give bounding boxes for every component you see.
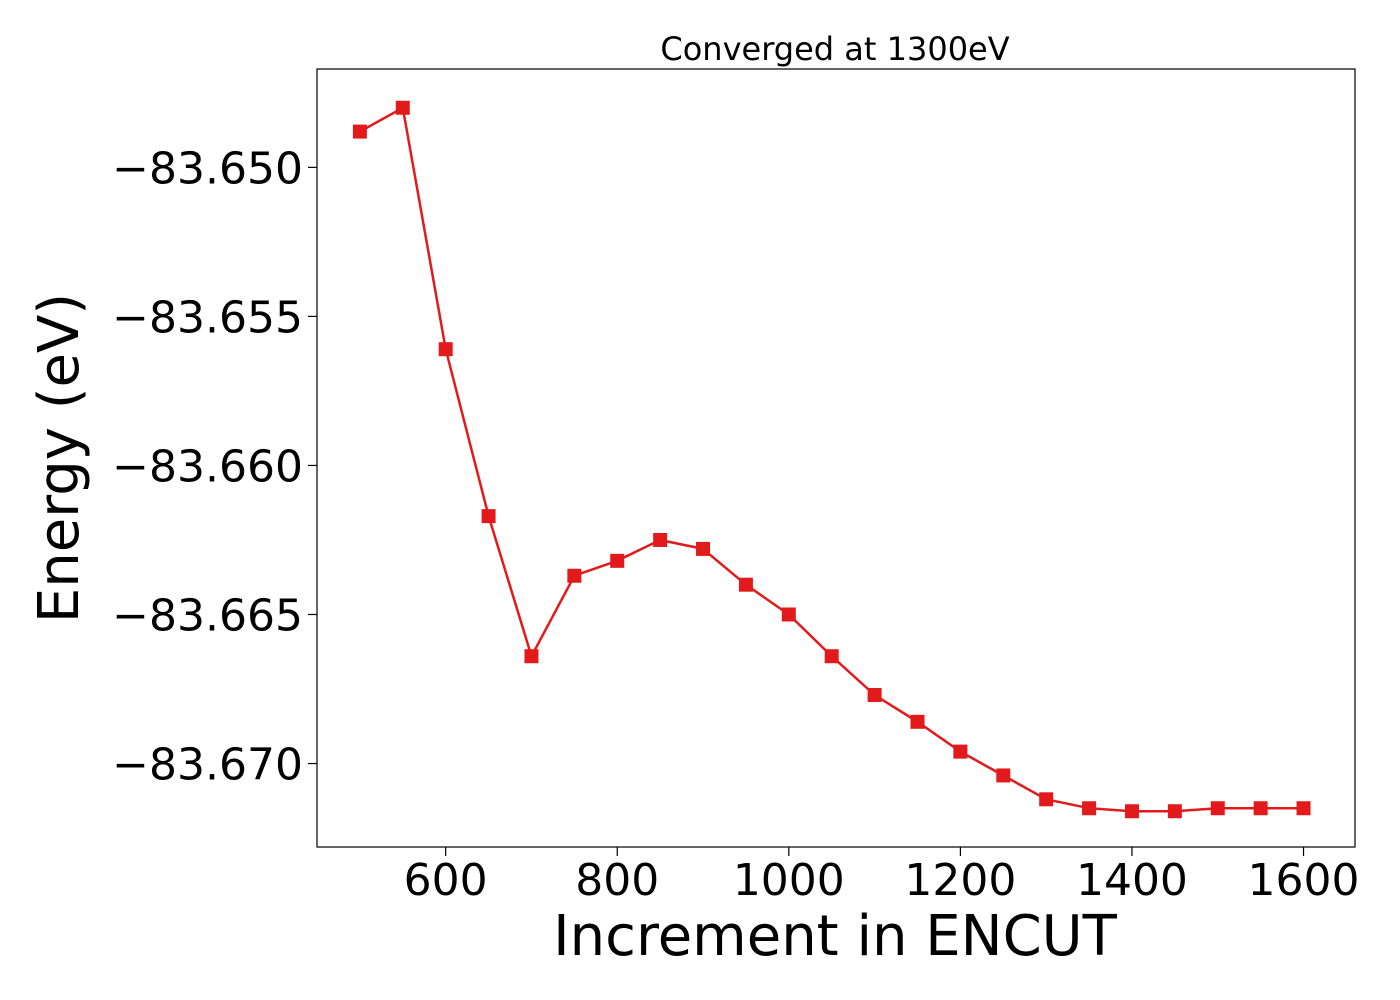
x-axis: 600 800 1000 1200 1400 1600: [404, 847, 1360, 906]
y-axis: −83.650 −83.655 −83.660 −83.665 −83.670: [112, 143, 317, 791]
data-point-marker: [1167, 804, 1182, 819]
data-point-marker: [524, 649, 539, 664]
data-point-marker: [610, 553, 625, 568]
data-point-marker: [567, 568, 582, 583]
data-point-marker: [738, 577, 753, 592]
y-tick-label: −83.665: [112, 590, 303, 641]
y-axis-title: Energy (eV): [27, 293, 92, 623]
data-point-marker: [696, 541, 711, 556]
data-point-marker: [352, 124, 367, 139]
y-tick-label: −83.650: [112, 143, 303, 194]
data-point-marker: [653, 532, 668, 547]
y-tick-label: −83.670: [112, 740, 303, 791]
chart-title: Converged at 1300eV: [660, 30, 1009, 68]
data-point-marker: [481, 509, 496, 524]
x-tick-label: 1600: [1248, 855, 1360, 906]
data-point-marker: [867, 687, 882, 702]
x-tick-label: 1400: [1076, 855, 1188, 906]
y-tick-label: −83.660: [112, 441, 303, 492]
plot-area: [352, 100, 1311, 819]
data-point-marker: [438, 342, 453, 357]
x-axis-title: Increment in ENCUT: [553, 904, 1118, 969]
data-point-marker: [910, 714, 925, 729]
data-point-marker: [1124, 804, 1139, 819]
data-point-marker: [395, 100, 410, 115]
data-point-marker: [1296, 801, 1311, 816]
plot-frame: [316, 68, 1356, 848]
x-tick-label: 600: [404, 855, 488, 906]
x-tick-label: 800: [575, 855, 659, 906]
data-point-marker: [996, 768, 1011, 783]
data-point-marker: [1253, 801, 1268, 816]
data-point-marker: [1210, 801, 1225, 816]
data-point-marker: [953, 744, 968, 759]
data-point-marker: [1082, 801, 1097, 816]
data-point-marker: [1039, 792, 1054, 807]
series-line: [359, 106, 1304, 813]
data-point-marker: [824, 649, 839, 664]
y-tick-label: −83.655: [112, 292, 303, 343]
x-tick-label: 1000: [733, 855, 845, 906]
x-tick-label: 1200: [904, 855, 1016, 906]
data-point-marker: [781, 607, 796, 622]
